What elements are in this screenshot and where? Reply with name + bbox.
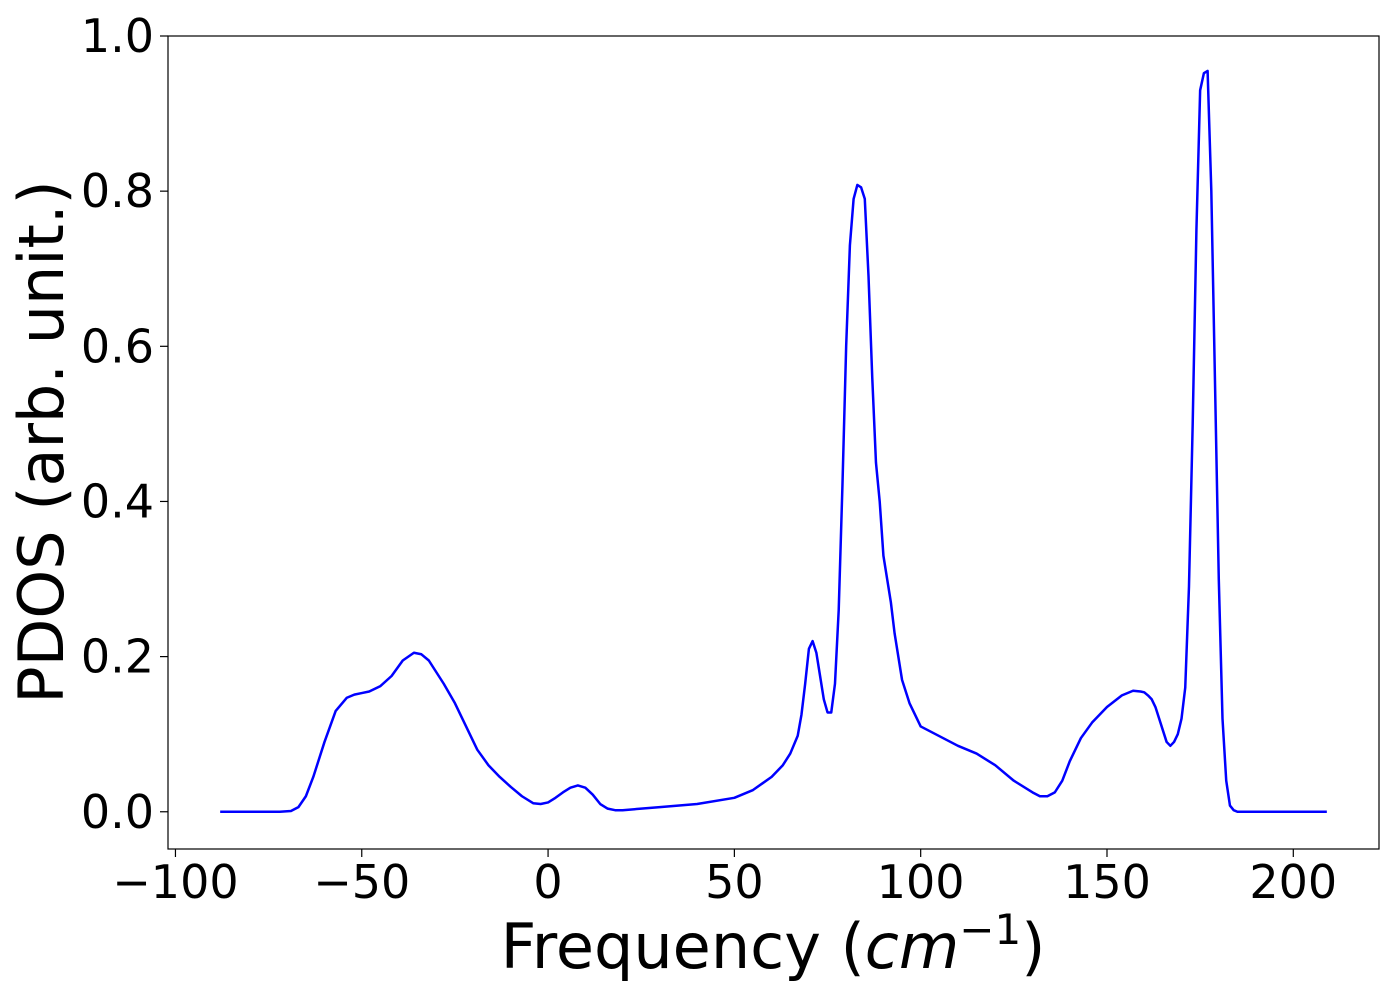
y-tick-label: 0.0	[81, 785, 154, 839]
y-tick-label: 1.0	[81, 9, 154, 63]
pdos-series-line	[220, 69, 1327, 814]
y-tick-label: 0.6	[81, 319, 154, 373]
x-tick-label: −50	[313, 855, 410, 909]
x-axis-unit-exp: −1	[959, 905, 1021, 954]
plot-background	[168, 36, 1379, 849]
x-tick-label: 150	[1063, 855, 1151, 909]
x-tick-label: 100	[877, 855, 965, 909]
y-axis-title: PDOS (arb. unit.)	[5, 180, 78, 703]
y-tick-label: 0.8	[81, 164, 154, 218]
x-axis-title-close: )	[1021, 910, 1045, 983]
x-axis-title: Frequency (cm−1)	[501, 905, 1046, 983]
x-tick-label: 0	[533, 855, 562, 909]
x-tick-label: 200	[1249, 855, 1337, 909]
y-tick-label: 0.2	[81, 630, 154, 684]
x-axis-title-text: Frequency (	[501, 910, 865, 983]
x-axis-ticks: −100 −50 0 50 100 150 200	[112, 849, 1337, 909]
x-tick-label: −100	[112, 855, 238, 909]
y-axis-ticks: 0.0 0.2 0.4 0.6 0.8 1.0	[81, 9, 168, 839]
plot-frame	[167, 35, 1380, 850]
y-tick-label: 0.4	[81, 474, 154, 528]
x-tick-label: 50	[705, 855, 764, 909]
x-axis-unit-base: cm	[865, 910, 959, 983]
